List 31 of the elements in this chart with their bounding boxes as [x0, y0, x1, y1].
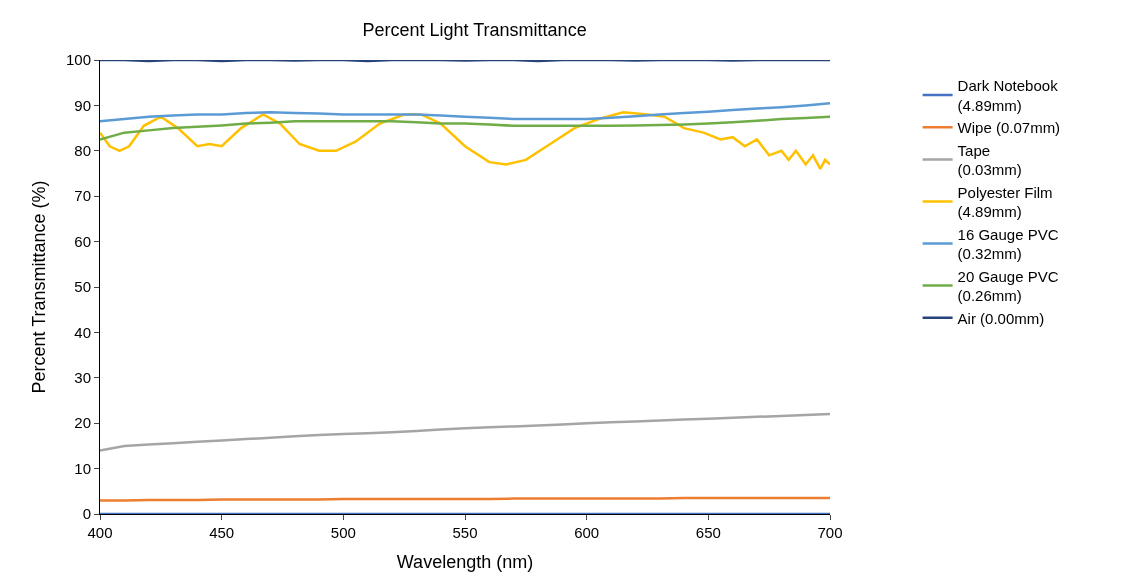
y-tick-label: 10: [74, 459, 91, 477]
x-tick-label: 650: [695, 524, 721, 541]
legend-label: Dark Notebook (4.89mm): [957, 77, 1059, 114]
legend-label: Air (0.00mm): [957, 309, 1045, 327]
line-series: [100, 101, 830, 123]
x-tick-label: 450: [209, 524, 235, 541]
y-tick-label: 90: [74, 96, 91, 114]
y-tick-label: 70: [74, 187, 91, 205]
legend-label: Tape(0.03mm): [957, 141, 1022, 179]
chart-title: Percent Light Transmittance: [362, 19, 587, 40]
y-tick-label: 0: [82, 505, 91, 523]
x-tick-label: 550: [452, 524, 478, 541]
y-tick-label: 60: [74, 232, 91, 250]
line-series: [100, 115, 830, 141]
y-tick-label: 30: [74, 369, 91, 387]
legend-label: Polyester Film (4.89mm): [957, 183, 1053, 221]
x-tick-label: 600: [574, 524, 600, 541]
y-tick-label: 100: [65, 51, 91, 69]
legend-label: Wipe (0.07mm): [957, 119, 1061, 137]
legend-label: 16 Gauge PVC (0.32mm): [957, 225, 1059, 263]
y-tick-label: 40: [74, 323, 91, 341]
y-tick-label: 50: [74, 278, 91, 296]
x-axis-title: Wavelength (nm): [396, 552, 534, 573]
x-tick-label: 700: [817, 524, 843, 541]
y-tick-label: 20: [74, 414, 91, 432]
x-tick-label: 500: [330, 524, 356, 541]
y-axis-title: Percent Transmittance (%): [29, 180, 50, 394]
legend-label: 20 Gauge PVC (0.26mm): [957, 267, 1059, 305]
line-series: [100, 412, 830, 452]
x-tick-label: 400: [87, 524, 113, 541]
y-tick-label: 80: [74, 142, 91, 160]
